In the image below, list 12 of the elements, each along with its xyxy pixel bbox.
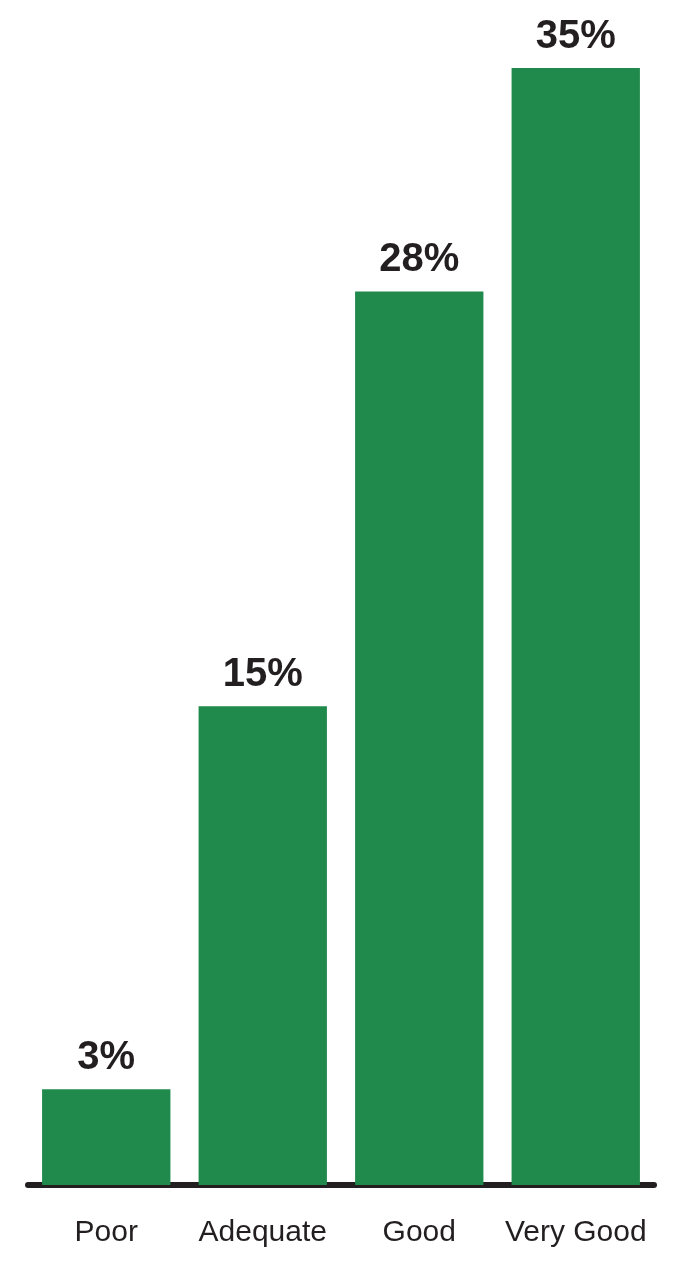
x-tick-label: Adequate [198, 1213, 327, 1247]
x-tick-label: Very Good [504, 1213, 647, 1247]
data-label: 15% [222, 650, 303, 695]
data-label: 35% [535, 12, 616, 56]
x-tick-label: Poor [74, 1213, 138, 1247]
bar [198, 706, 327, 1185]
bar [511, 68, 640, 1185]
data-label: 28% [379, 235, 460, 280]
x-tick-label: Good [382, 1213, 456, 1247]
data-label: 3% [77, 1033, 136, 1078]
bar [355, 291, 484, 1185]
bar [42, 1089, 171, 1185]
